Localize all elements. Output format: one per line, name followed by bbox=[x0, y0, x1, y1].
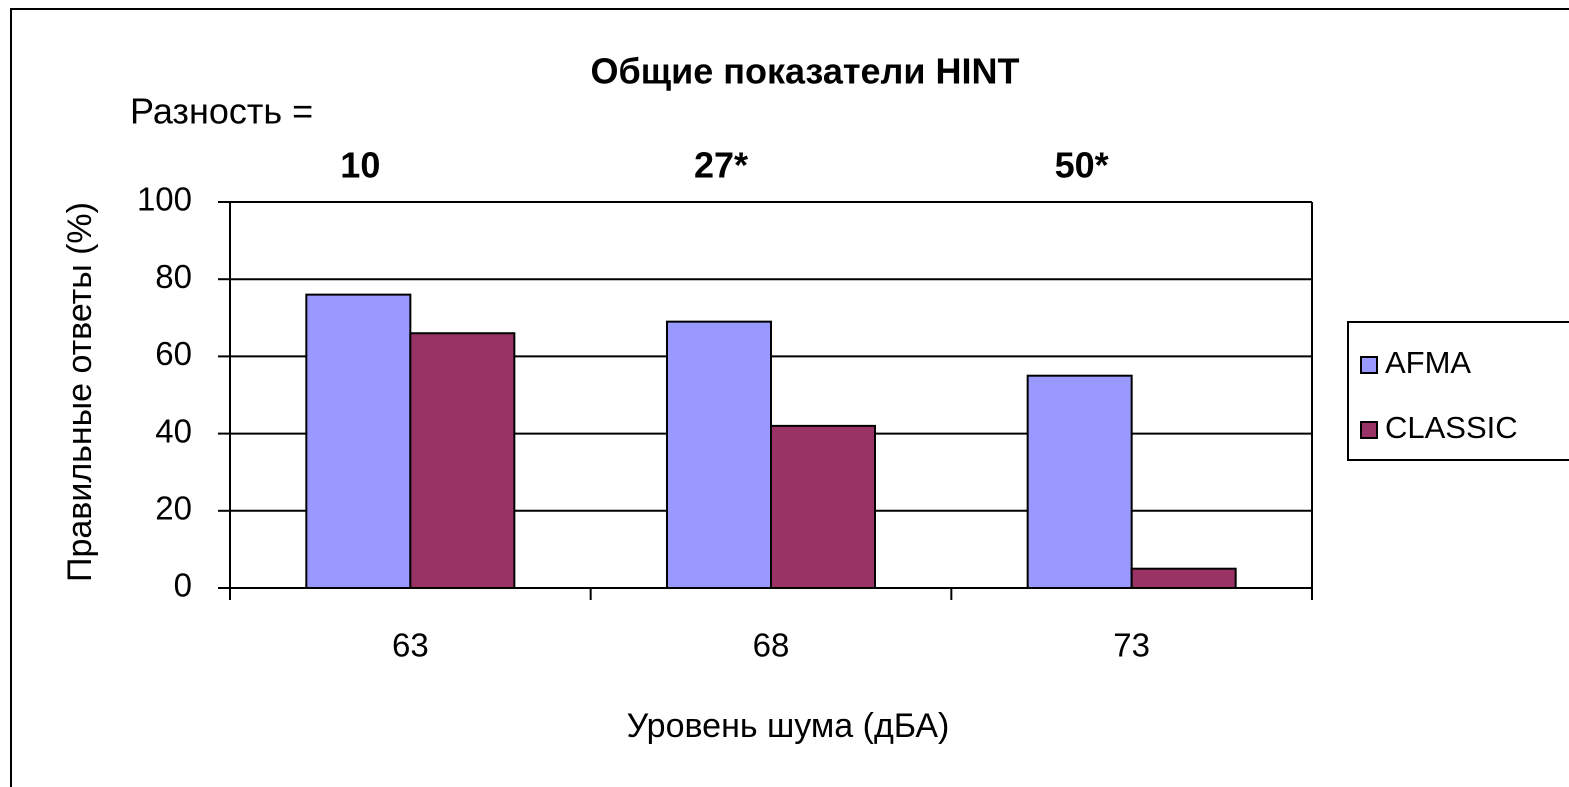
annotation: 10 bbox=[340, 145, 380, 186]
legend-label: AFMA bbox=[1385, 345, 1471, 380]
legend-box bbox=[1347, 321, 1569, 461]
x-tick-label: 63 bbox=[392, 627, 429, 664]
bar bbox=[1130, 567, 1237, 590]
y-axis-label: Правильные ответы (%) bbox=[61, 202, 99, 582]
x-axis-label: Уровень шума (дБА) bbox=[627, 707, 950, 745]
x-tick-label: 73 bbox=[1113, 627, 1150, 664]
bar bbox=[305, 293, 412, 589]
y-tick-label: 40 bbox=[155, 412, 192, 449]
annotation: 50* bbox=[1055, 145, 1109, 186]
legend-label: CLASSIC bbox=[1385, 410, 1518, 445]
y-tick-label: 80 bbox=[155, 258, 192, 295]
chart-title: Общие показатели HINT bbox=[590, 51, 1019, 92]
y-tick-label: 60 bbox=[155, 335, 192, 372]
bar bbox=[1026, 374, 1133, 590]
bar bbox=[666, 320, 772, 589]
bar bbox=[409, 332, 516, 589]
bar bbox=[770, 424, 876, 589]
x-tick-label: 68 bbox=[753, 627, 790, 664]
y-tick-label: 20 bbox=[155, 490, 192, 527]
annotation-title: Разность = bbox=[130, 91, 313, 132]
legend-swatch bbox=[1360, 356, 1378, 374]
y-tick-label: 100 bbox=[137, 181, 192, 218]
y-tick-label: 0 bbox=[174, 567, 192, 604]
annotation: 27* bbox=[694, 145, 748, 186]
chart-frame bbox=[10, 8, 1569, 787]
legend-swatch bbox=[1360, 421, 1378, 439]
